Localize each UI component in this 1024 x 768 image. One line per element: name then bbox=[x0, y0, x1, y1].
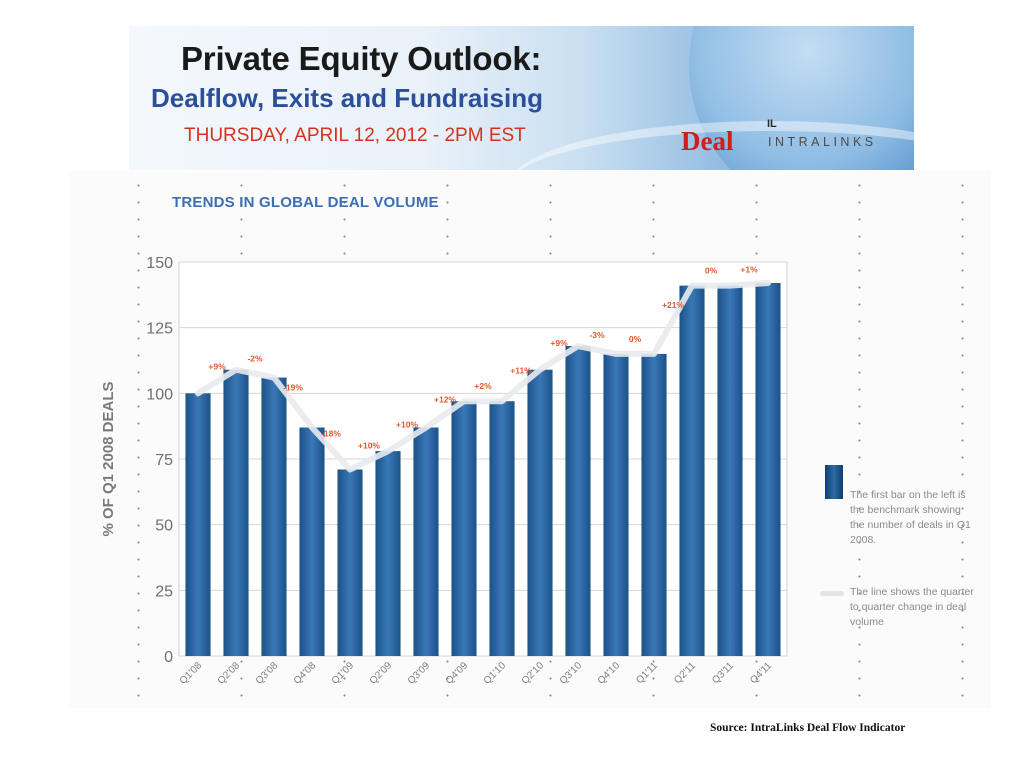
the-deal-logo: Deal bbox=[681, 126, 734, 156]
change-label: -18% bbox=[321, 428, 341, 438]
bar bbox=[489, 401, 515, 656]
x-tick-label: Q4'08 bbox=[292, 660, 319, 687]
bar bbox=[375, 451, 401, 656]
change-label: +12% bbox=[434, 394, 456, 404]
chart-title: TRENDS IN GLOBAL DEAL VOLUME bbox=[172, 194, 439, 211]
x-tick-label: Q2'08 bbox=[216, 660, 243, 687]
y-tick-label: 50 bbox=[155, 518, 173, 535]
change-line bbox=[195, 280, 771, 473]
bar bbox=[527, 369, 553, 656]
change-label: -3% bbox=[589, 330, 605, 340]
deal-volume-chart: 0 25 50 75 100 125 150 % OF Q1 2008 DEALS Q1'08 Q… bbox=[100, 255, 788, 687]
bar bbox=[603, 353, 629, 656]
change-label: 0% bbox=[705, 266, 718, 276]
y-tick-label: 0 bbox=[164, 649, 173, 666]
bar bbox=[755, 283, 781, 656]
x-tick-label: Q2'10 bbox=[520, 660, 547, 687]
bar bbox=[679, 285, 705, 656]
x-tick-label: Q1'10 bbox=[482, 660, 509, 687]
legend-bar-text: The first bar on the left is the benchma… bbox=[850, 489, 971, 546]
banner: Private Equity Outlook: Dealflow, Exits … bbox=[129, 26, 914, 170]
intralinks-logo: INTRALINKS bbox=[768, 135, 877, 149]
x-tick-label: Q1'08 bbox=[178, 660, 205, 687]
intralinks-logo-mark: IL bbox=[767, 118, 777, 130]
y-tick-label: 25 bbox=[155, 583, 173, 600]
y-tick-label: 125 bbox=[146, 321, 173, 338]
bar bbox=[451, 401, 477, 656]
x-tick-label: Q3'10 bbox=[558, 660, 585, 687]
banner-title: Private Equity Outlook: bbox=[181, 40, 542, 77]
bar bbox=[337, 469, 363, 656]
source-note: Source: IntraLinks Deal Flow Indicator bbox=[710, 722, 906, 734]
x-tick-label: Q1'09 bbox=[330, 660, 357, 687]
change-label: -19% bbox=[283, 383, 303, 393]
x-tick-label: Q4'11 bbox=[748, 660, 774, 686]
change-label: +9% bbox=[550, 338, 568, 348]
bar bbox=[299, 427, 325, 656]
change-label: 0% bbox=[629, 334, 642, 344]
banner-date: THURSDAY, APRIL 12, 2012 - 2PM EST bbox=[184, 125, 526, 146]
change-label: +11% bbox=[510, 365, 532, 375]
x-tick-label: Q2'11 bbox=[672, 660, 698, 686]
bar bbox=[565, 346, 591, 656]
banner-subtitle: Dealflow, Exits and Fundraising bbox=[151, 83, 543, 113]
legend-bar-swatch bbox=[825, 465, 843, 499]
legend-line-text: The line shows the quarter to quarter ch… bbox=[850, 586, 974, 628]
y-tick-label: 75 bbox=[155, 452, 173, 469]
x-tick-label: Q4'10 bbox=[596, 660, 623, 687]
swoosh-graphic bbox=[509, 121, 914, 170]
x-tick-label: Q1'11 bbox=[634, 660, 660, 686]
change-label: +1% bbox=[740, 264, 758, 274]
y-axis-label: % OF Q1 2008 DEALS bbox=[100, 381, 117, 536]
legend-line-swatch bbox=[820, 591, 844, 596]
x-tick-label: Q3'08 bbox=[254, 660, 281, 687]
chart-panel: TRENDS IN GLOBAL DEAL VOLUME 0 25 50 75 100 1… bbox=[69, 171, 991, 708]
change-label: +10% bbox=[358, 440, 380, 450]
change-label: +2% bbox=[474, 381, 492, 391]
change-label: -2% bbox=[247, 354, 263, 364]
bar bbox=[717, 285, 743, 656]
bar bbox=[223, 369, 249, 656]
change-label: +10% bbox=[396, 419, 418, 429]
bar bbox=[413, 427, 439, 656]
change-label: +21% bbox=[662, 300, 684, 310]
x-tick-label: Q2'09 bbox=[368, 660, 395, 687]
bar bbox=[641, 353, 667, 656]
x-tick-label: Q3'11 bbox=[710, 660, 736, 686]
x-tick-label: Q4'09 bbox=[444, 660, 471, 687]
y-tick-label: 150 bbox=[146, 255, 173, 272]
x-tick-label: Q3'09 bbox=[406, 660, 433, 687]
y-tick-label: 100 bbox=[146, 386, 173, 403]
bar bbox=[261, 377, 287, 656]
change-label: +9% bbox=[208, 362, 226, 372]
bar bbox=[185, 393, 211, 656]
